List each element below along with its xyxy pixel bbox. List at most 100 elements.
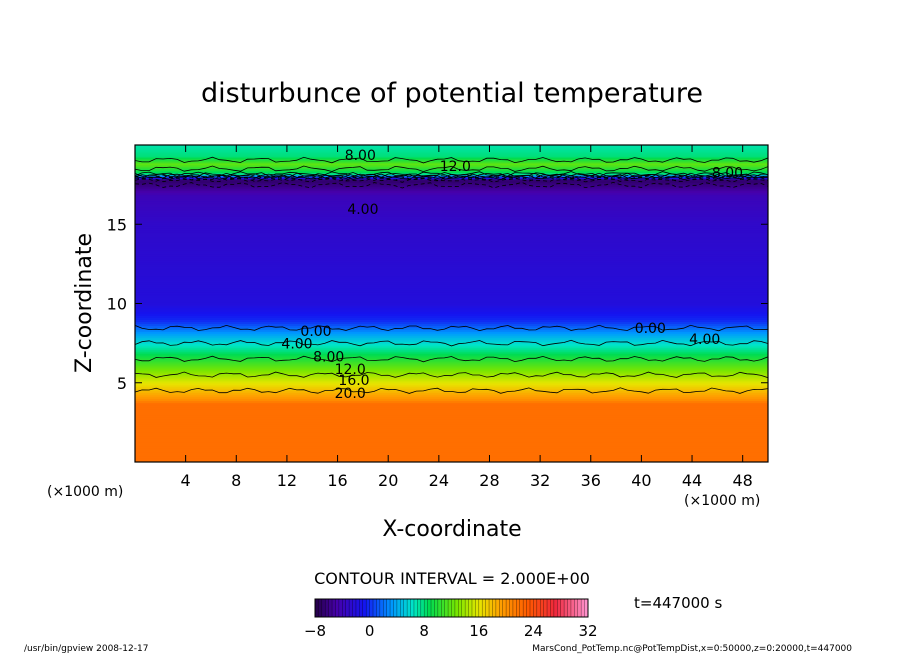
x-tick-label: 36 — [581, 471, 601, 490]
heatmap-band — [135, 285, 768, 289]
colorbar-cell — [540, 599, 545, 617]
colorbar-tick-label: 8 — [419, 622, 429, 640]
heatmap-band — [135, 418, 768, 421]
heatmap-band — [135, 251, 768, 255]
heatmap-band — [135, 398, 768, 402]
colorbar-cell — [444, 599, 449, 617]
heatmap-band — [135, 228, 768, 231]
contour-line — [135, 387, 768, 394]
heatmap-band — [135, 428, 768, 431]
heatmap-band — [135, 410, 768, 414]
colorbar-cell — [570, 599, 575, 617]
colorbar-cell — [342, 599, 347, 617]
heatmap-band — [135, 349, 768, 352]
colorbar-cell — [383, 599, 388, 617]
heatmap-band — [135, 430, 768, 433]
heatmap-band — [135, 204, 768, 208]
colorbar-ticks: −8 0 8 16 24 32 — [304, 622, 598, 640]
colorbar-tick-label: 24 — [524, 622, 543, 640]
heatmap-band — [135, 402, 768, 406]
heatmap-band — [135, 261, 768, 265]
contour-label: 4.00 — [281, 337, 312, 353]
heatmap-band — [135, 303, 768, 307]
heatmap-band — [135, 394, 768, 398]
colorbar-tick-label: 0 — [365, 622, 375, 640]
heatmap-band — [135, 452, 768, 455]
colorbar-cell — [420, 599, 425, 617]
heatmap-band — [135, 246, 768, 249]
colorbar-cell — [533, 599, 538, 617]
colorbar-cell — [567, 599, 572, 617]
colorbar-cell — [448, 599, 452, 617]
colorbar-cell — [512, 599, 517, 617]
colorbar-cell — [557, 599, 562, 617]
heatmap-band — [135, 257, 768, 261]
heatmap-band — [135, 327, 768, 330]
footer-left: /usr/bin/gpview 2008-12-17 — [24, 644, 148, 654]
heatmap-band — [135, 333, 768, 336]
heatmap-band — [135, 158, 768, 162]
heatmap-band — [135, 362, 768, 366]
colorbar-cell — [471, 599, 476, 617]
colorbar-frame — [314, 598, 589, 618]
heatmap-band — [135, 460, 768, 462]
heatmap-band — [135, 220, 768, 223]
heatmap-band — [135, 253, 768, 257]
heatmap-band — [135, 345, 768, 348]
y-tick-label: 5 — [117, 374, 127, 393]
heatmap-band — [135, 168, 768, 172]
colorbar-cell — [359, 599, 364, 617]
colorbar-cell — [509, 599, 514, 617]
x-tick-label: 32 — [530, 471, 550, 490]
heatmap-band — [135, 335, 768, 338]
heatmap-band — [135, 372, 768, 376]
colorbar-cell — [376, 599, 381, 617]
heatmap-band — [135, 281, 768, 285]
heatmap-band — [135, 198, 768, 202]
colorbar-cell — [386, 599, 391, 617]
y-tick-label: 15 — [107, 215, 127, 234]
colorbar-cell — [543, 599, 548, 617]
x-unit-left: (×1000 m) — [47, 484, 123, 500]
heatmap-band — [135, 194, 768, 198]
x-tick-label: 28 — [479, 471, 499, 490]
heatmap-band — [135, 218, 768, 221]
contour-label: 0.00 — [635, 321, 666, 337]
colorbar-cell — [499, 599, 504, 617]
heatmap-band — [135, 424, 768, 427]
colorbar-cell — [338, 599, 343, 617]
heatmap-band — [135, 299, 768, 303]
contour-line — [135, 174, 768, 181]
heatmap-band — [135, 422, 768, 425]
heatmap-band — [135, 408, 768, 412]
heatmap-band — [135, 234, 768, 237]
x-tick-label: 12 — [277, 471, 297, 490]
heatmap-band — [135, 208, 768, 211]
colorbar — [314, 598, 589, 618]
heatmap-band — [135, 269, 768, 273]
contour-label: 8.00 — [345, 148, 376, 164]
heatmap-band — [135, 200, 768, 204]
colorbar-cell — [458, 599, 463, 617]
colorbar-cell — [553, 599, 558, 617]
heatmap-band — [135, 368, 768, 372]
colorbar-cell — [468, 599, 473, 617]
colorbar-cell — [393, 599, 398, 617]
heatmap-band — [135, 267, 768, 271]
contour-line — [135, 371, 768, 379]
colorbar-cell — [366, 599, 370, 617]
heatmap-band — [135, 271, 768, 275]
heatmap-band — [135, 360, 768, 364]
heatmap-band — [135, 152, 768, 156]
heatmap-band — [135, 283, 768, 287]
colorbar-cell — [321, 599, 326, 617]
heatmap-band — [135, 440, 768, 443]
heatmap-band — [135, 321, 768, 324]
colorbar-cell — [478, 599, 483, 617]
heatmap-band — [135, 293, 768, 297]
heatmap-band — [135, 210, 768, 213]
colorbar-tick-label: 16 — [469, 622, 488, 640]
heatmap-band — [135, 426, 768, 429]
heatmap-band — [135, 263, 768, 267]
